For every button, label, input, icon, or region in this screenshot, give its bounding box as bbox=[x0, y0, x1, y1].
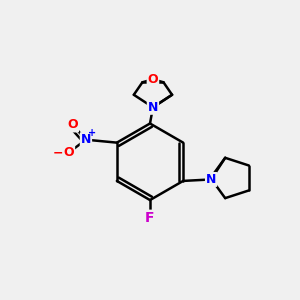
Text: −: − bbox=[53, 146, 63, 159]
Text: N: N bbox=[81, 133, 91, 146]
Text: N: N bbox=[148, 101, 158, 114]
Text: O: O bbox=[64, 146, 74, 159]
Text: O: O bbox=[68, 118, 78, 131]
Text: +: + bbox=[88, 128, 97, 138]
Text: N: N bbox=[206, 173, 216, 186]
Text: F: F bbox=[145, 211, 155, 225]
Text: O: O bbox=[148, 73, 158, 86]
